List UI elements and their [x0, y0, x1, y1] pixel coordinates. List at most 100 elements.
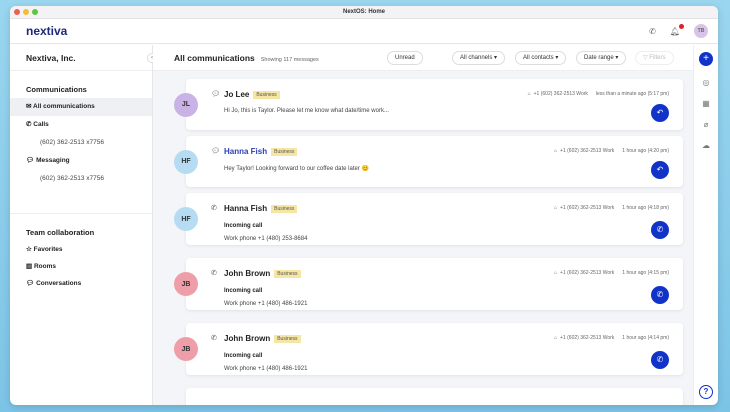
- filters-button[interactable]: ▽ Filters: [635, 51, 674, 65]
- sidebar-item-messaging-line[interactable]: (602) 362-2513 x7756: [40, 175, 104, 182]
- communication-card[interactable]: HF 💬︎ Hanna Fish Business Hey Taylor! Loo…: [174, 136, 683, 187]
- phone-icon: ✆: [211, 335, 217, 342]
- timestamp: 1 hour ago (4:18 pm): [622, 205, 669, 211]
- avatar: JB: [174, 272, 198, 296]
- star-icon: ☆: [26, 246, 34, 253]
- phone-icon: ✆: [26, 121, 34, 128]
- contact-name[interactable]: John Brown: [224, 269, 271, 278]
- contact-name[interactable]: Hanna Fish: [224, 147, 268, 156]
- channels-dropdown[interactable]: All channels ▾: [452, 51, 506, 65]
- line-icon: ⌂: [554, 270, 558, 276]
- communication-card[interactable]: JB ✆ John Brown Business Incoming call Wo…: [174, 258, 683, 310]
- line-number: +1 (602) 362-2513 Work: [533, 91, 588, 97]
- communication-card[interactable]: HF ✆ Hanna Fish Business Incoming call Wo…: [174, 193, 683, 245]
- message-count: Showing 117 messages: [260, 57, 319, 63]
- caller-number: Work phone +1 (480) 486-1921: [224, 366, 308, 372]
- unread-filter-button[interactable]: Unread: [387, 51, 423, 65]
- line-icon: ⌂: [554, 205, 558, 211]
- avatar: HF: [174, 149, 198, 174]
- calendar-icon[interactable]: ▦: [702, 99, 710, 108]
- timestamp: 1 hour ago (4:20 pm): [622, 148, 669, 154]
- line-number: +1 (602) 362-2513 Work: [560, 148, 615, 154]
- building-icon: ▥: [26, 263, 34, 270]
- app-window: NextOS: Home nextiva ✆ 🔔︎ TB Nextiva, In…: [10, 6, 718, 405]
- line-number: +1 (602) 362-2513 Work: [560, 205, 615, 211]
- avatar: JL: [174, 92, 198, 117]
- communication-card-partial: [186, 388, 683, 405]
- caller-number: Work phone +1 (480) 253-8684: [224, 236, 308, 242]
- call-back-button[interactable]: ✆: [651, 351, 669, 369]
- sidebar-item-conversations[interactable]: 💬︎ Conversations: [26, 280, 82, 287]
- sidebar-item-calls[interactable]: ✆ Calls: [26, 121, 49, 128]
- status-badge: Business: [271, 205, 298, 213]
- sidebar-item-calls-line[interactable]: (602) 362-2513 x7756: [40, 139, 104, 146]
- status-badge: Business: [274, 335, 301, 343]
- sidebar: Nextiva, Inc. ‹ Communications ✉ All comm…: [10, 45, 157, 405]
- chat-icon: 💬︎: [26, 157, 37, 164]
- right-rail: + ◎ ▦ ⌀ ☁︎ ?: [693, 45, 718, 405]
- contact-name[interactable]: John Brown: [224, 334, 271, 343]
- page-title: All communications: [174, 53, 255, 63]
- line-icon: ⌂: [554, 335, 558, 341]
- reply-button[interactable]: ↶: [651, 161, 669, 179]
- sidebar-item-messaging[interactable]: 💬︎ Messaging: [26, 157, 70, 164]
- reply-button[interactable]: ↶: [651, 104, 669, 122]
- org-name: Nextiva, Inc.: [26, 53, 76, 63]
- window-title: NextOS: Home: [342, 9, 385, 15]
- app-header: nextiva ✆ 🔔︎ TB: [10, 19, 718, 44]
- line-number: +1 (602) 362-2513 Work: [560, 335, 615, 341]
- message-preview: Hey Taylor! Looking forward to our coffe…: [224, 166, 369, 172]
- plus-icon[interactable]: +: [699, 52, 713, 66]
- logo: nextiva: [26, 24, 68, 38]
- filter-icon: ▽: [643, 55, 650, 61]
- status-badge: Business: [253, 91, 280, 99]
- line-number: +1 (602) 362-2513 Work: [560, 270, 615, 276]
- timestamp: less than a minute ago (5:17 pm): [595, 91, 669, 97]
- call-back-button[interactable]: ✆: [651, 286, 669, 304]
- close-button[interactable]: [14, 9, 20, 15]
- timestamp: 1 hour ago (4:15 pm): [622, 270, 669, 276]
- communication-card[interactable]: JB ✆ John Brown Business Incoming call Wo…: [174, 323, 683, 375]
- avatar: JB: [174, 337, 198, 361]
- contacts-dropdown[interactable]: All contacts ▾: [515, 51, 567, 65]
- minimize-button[interactable]: [23, 9, 29, 15]
- sidebar-item-rooms[interactable]: ▥ Rooms: [26, 263, 56, 270]
- status-badge: Business: [271, 148, 298, 156]
- main-panel: All communications Showing 117 messages U…: [153, 45, 693, 405]
- phone-icon[interactable]: ✆: [649, 26, 656, 36]
- notification-badge: [679, 23, 684, 29]
- chat-icon: 💬︎: [211, 91, 220, 98]
- bell-icon[interactable]: 🔔︎: [670, 23, 684, 36]
- maximize-button[interactable]: [32, 9, 38, 15]
- message-preview: Incoming call: [224, 223, 263, 229]
- cloud-icon[interactable]: ☁︎: [702, 141, 710, 150]
- sidebar-item-favorites[interactable]: ☆ Favorites: [26, 246, 63, 253]
- contact-name[interactable]: Jo Lee: [224, 90, 250, 99]
- paperclip-icon[interactable]: ⌀: [703, 120, 709, 129]
- user-avatar[interactable]: TB: [694, 24, 708, 38]
- avatar: HF: [174, 207, 198, 231]
- section-title: Team collaboration: [26, 228, 95, 237]
- communication-card[interactable]: JL 💬︎ Jo Lee Business Hi Jo, this is Tayl…: [174, 79, 683, 130]
- date-range-dropdown[interactable]: Date range ▾: [576, 51, 627, 65]
- chat-icon: 💬︎: [211, 148, 220, 155]
- inbox-icon: ✉: [26, 103, 34, 110]
- phone-icon: ✆: [211, 205, 217, 212]
- chat-icon: 💬︎: [26, 280, 37, 287]
- message-preview: Hi Jo, this is Taylor. Please let me kno…: [224, 108, 389, 114]
- phone-icon: ✆: [211, 270, 217, 277]
- section-title: Communications: [26, 85, 87, 94]
- message-preview: Incoming call: [224, 353, 263, 359]
- call-back-button[interactable]: ✆: [651, 221, 669, 239]
- status-badge: Business: [274, 270, 301, 278]
- contact-name[interactable]: Hanna Fish: [224, 204, 268, 213]
- line-icon: ⌂: [527, 91, 531, 97]
- sidebar-item-all-communications[interactable]: ✉ All communications: [10, 98, 152, 116]
- title-bar: NextOS: Home: [10, 6, 718, 19]
- line-icon: ⌂: [554, 148, 558, 154]
- message-preview: Incoming call: [224, 288, 263, 294]
- contact-icon[interactable]: ◎: [702, 78, 710, 87]
- caller-number: Work phone +1 (480) 486-1921: [224, 301, 308, 307]
- help-icon[interactable]: ?: [699, 385, 713, 399]
- timestamp: 1 hour ago (4:14 pm): [622, 335, 669, 341]
